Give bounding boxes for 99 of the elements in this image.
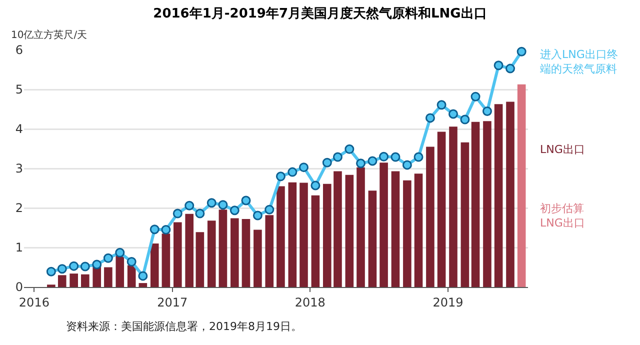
bar — [471, 122, 480, 287]
bar — [58, 275, 66, 287]
point — [276, 172, 286, 182]
series-label: 进入LNG出口终端的天然气原料 — [540, 48, 618, 76]
point — [80, 262, 90, 272]
point — [470, 92, 480, 102]
point — [402, 160, 412, 170]
bar — [483, 121, 492, 287]
bar — [150, 244, 159, 287]
point — [218, 200, 228, 210]
bar — [403, 180, 412, 287]
point — [379, 152, 389, 162]
bar — [323, 184, 332, 287]
series-label: 初步估算LNG出口 — [540, 202, 585, 230]
point — [299, 162, 308, 172]
bar — [380, 162, 388, 287]
y-tick-label: 2 — [15, 201, 23, 216]
point — [288, 167, 298, 177]
bar — [254, 230, 262, 287]
bar — [104, 267, 112, 287]
point — [161, 224, 171, 234]
point — [322, 158, 332, 168]
point — [368, 156, 378, 166]
bar — [276, 186, 285, 287]
bar — [426, 146, 434, 287]
point — [103, 253, 113, 263]
point — [344, 144, 354, 154]
point — [184, 200, 194, 210]
point — [310, 180, 320, 190]
point — [460, 114, 470, 124]
bar — [460, 142, 470, 287]
bar — [494, 104, 503, 287]
point — [69, 261, 79, 271]
y-tick-label: 4 — [15, 122, 23, 136]
x-tick-label: 2018 — [294, 295, 326, 310]
bar — [334, 171, 342, 287]
point — [516, 46, 526, 56]
text: LNG出口 — [540, 143, 585, 156]
bar — [449, 126, 458, 287]
point — [264, 204, 274, 214]
bar — [345, 174, 354, 287]
text: 资料来源：美国能源信息署，2019年8月19日。 — [66, 320, 302, 333]
bar — [437, 132, 446, 287]
bar — [218, 210, 228, 287]
bar — [174, 222, 182, 287]
y-tick-label: 6 — [15, 43, 23, 58]
y-tick-label: 3 — [15, 162, 23, 176]
bar — [517, 84, 526, 287]
y-tick-label: 1 — [15, 240, 23, 255]
point — [138, 271, 148, 281]
bar — [162, 234, 170, 287]
x-tick-label: 2017 — [157, 295, 188, 310]
bar — [311, 195, 320, 287]
point — [115, 248, 125, 258]
point — [150, 224, 160, 234]
chart-title: 2016年1月-2019年7月美国月度天然气原料和LNG出口 — [153, 6, 487, 22]
point — [494, 60, 504, 70]
point — [482, 106, 492, 116]
bar — [116, 255, 124, 287]
y-tick-label: 0 — [15, 280, 23, 294]
point — [126, 256, 136, 266]
point — [241, 196, 251, 206]
bar — [127, 265, 136, 287]
point — [506, 64, 516, 74]
bar — [196, 232, 204, 287]
point — [195, 208, 205, 218]
point — [390, 152, 400, 162]
point — [172, 208, 182, 218]
bar — [81, 274, 90, 287]
point — [206, 198, 216, 208]
bar — [242, 219, 250, 287]
point — [414, 152, 424, 162]
bar — [506, 102, 514, 287]
bar — [207, 220, 216, 287]
point — [425, 113, 435, 123]
bar — [368, 190, 377, 287]
point — [448, 109, 458, 119]
point — [356, 158, 366, 168]
bar — [356, 167, 365, 287]
point — [92, 260, 102, 270]
bar — [70, 274, 78, 287]
bar — [300, 182, 308, 287]
point — [332, 152, 342, 162]
point — [436, 100, 446, 110]
y-axis-title: 10亿立方英尺/天 — [11, 29, 88, 41]
bar — [265, 215, 274, 287]
bar — [288, 182, 297, 287]
point — [252, 210, 262, 220]
x-tick-label: 2019 — [432, 295, 464, 310]
point — [230, 206, 240, 216]
point — [57, 264, 67, 274]
bar — [414, 174, 423, 287]
bar — [138, 283, 148, 287]
bar — [185, 214, 194, 287]
bar — [230, 218, 239, 287]
point — [46, 266, 56, 276]
x-tick-label: 2016 — [18, 295, 50, 310]
bar — [391, 171, 400, 287]
y-tick-label: 5 — [15, 82, 23, 97]
